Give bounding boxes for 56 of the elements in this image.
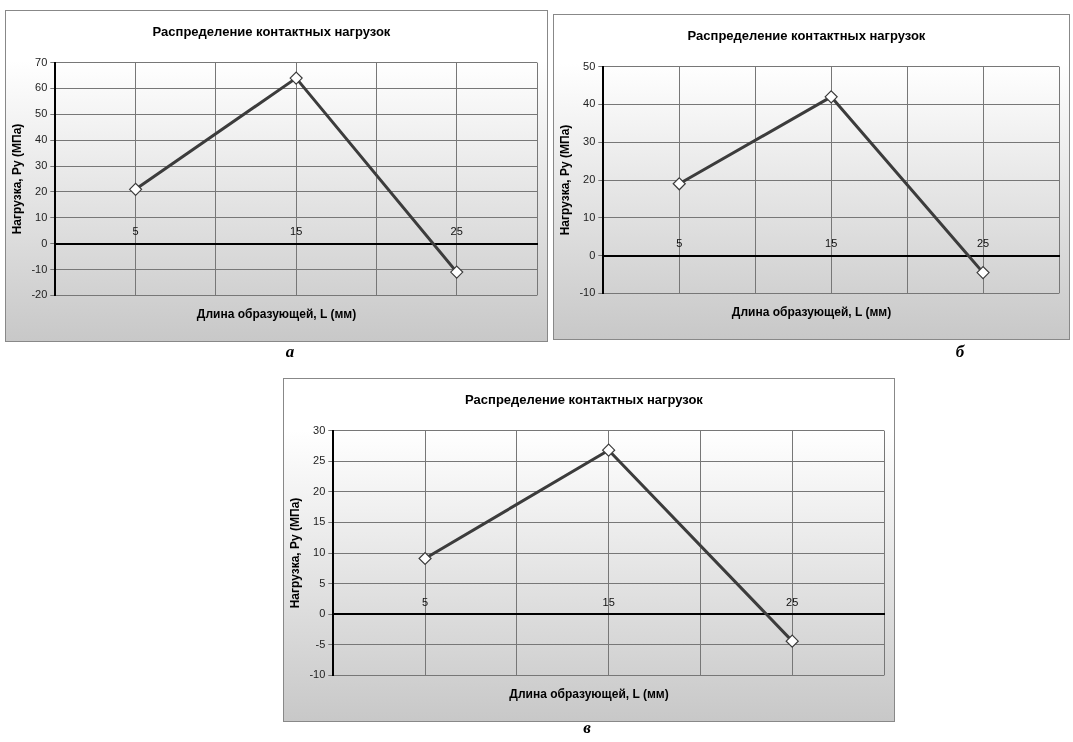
point — [450, 265, 464, 279]
x-axis-title: Длина образующей, L (мм) — [508, 687, 670, 701]
y-tick-label: 30 — [35, 159, 48, 172]
y-tick-label: 60 — [35, 81, 48, 94]
chart-title: Распределение контактных нагрузок — [465, 392, 704, 408]
x-axis-title: Длина образующей, L (мм) — [195, 307, 358, 321]
x-tick-label: 5 — [422, 595, 429, 608]
x-axis-title: Длина образующей, L (мм) — [730, 305, 893, 319]
x-tick-label: 15 — [290, 225, 303, 238]
y-tick-label: -10 — [31, 262, 48, 275]
y-tick-label: 50 — [35, 107, 48, 120]
y-tick-label: 0 — [41, 236, 48, 249]
x-tick-label: 25 — [450, 225, 463, 238]
y-tick-label: -10 — [579, 286, 596, 299]
x-tick-label: 5 — [132, 225, 139, 238]
point — [602, 443, 616, 457]
y-tick-label: 20 — [35, 184, 48, 197]
y-tick-label: 70 — [35, 55, 48, 68]
point — [976, 266, 990, 280]
y-tick-label: 10 — [35, 210, 48, 223]
y-tick-label: 5 — [319, 576, 326, 589]
point — [785, 634, 799, 648]
y-axis-title: Нагрузка, Py (МПа) — [287, 497, 302, 609]
point — [824, 90, 838, 104]
y-tick-label: -10 — [309, 668, 326, 681]
y-tick-label: 50 — [583, 59, 596, 72]
y-tick-label: 20 — [313, 484, 326, 497]
y-tick-label: 30 — [583, 135, 596, 148]
y-tick-label: 40 — [35, 133, 48, 146]
y-axis-title: Нагрузка, Py (МПа) — [9, 123, 24, 235]
y-tick-label: -5 — [315, 637, 326, 650]
y-tick-label: 10 — [313, 546, 326, 559]
point — [289, 71, 303, 85]
y-tick-label: 30 — [313, 423, 326, 436]
x-tick-label: 25 — [786, 595, 799, 608]
x-tick-label: 15 — [825, 237, 838, 250]
y-tick-label: 10 — [583, 210, 596, 223]
y-axis-title: Нагрузка, Py (МПа) — [557, 124, 572, 236]
point — [418, 551, 432, 566]
y-tick-label: 40 — [583, 97, 596, 110]
x-tick-label: 15 — [602, 595, 615, 608]
x-tick-label: 5 — [676, 237, 683, 250]
y-tick-label: 25 — [313, 454, 326, 467]
y-tick-label: 15 — [313, 515, 326, 528]
y-tick-label: 0 — [589, 248, 596, 261]
point — [672, 177, 686, 191]
y-tick-label: 20 — [583, 173, 596, 186]
y-tick-label: -20 — [31, 288, 48, 301]
y-tick-label: 0 — [319, 607, 326, 620]
text: в — [582, 718, 592, 738]
chart-title: Распределение контактных нагрузок — [687, 28, 926, 44]
text: а — [284, 342, 296, 362]
chart-title: Распределение контактных нагрузок — [152, 24, 391, 40]
point — [128, 182, 143, 196]
text: б — [954, 342, 966, 362]
x-tick-label: 25 — [976, 237, 990, 250]
